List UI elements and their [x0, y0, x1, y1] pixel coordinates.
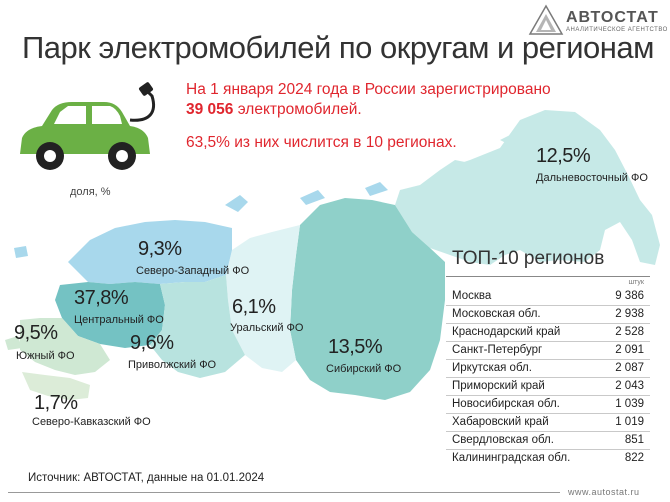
- district-name-ural: Уральский ФО: [230, 322, 304, 334]
- logo-name: АВТОСТАТ: [566, 9, 659, 26]
- region-value: 2 091: [615, 344, 644, 356]
- map-volga-district: [150, 275, 245, 378]
- table-row: Свердловская обл. 851: [446, 432, 650, 450]
- district-pct-north-west: 9,3%: [138, 238, 182, 260]
- page-title: Парк электромобилей по округам и региона…: [22, 30, 654, 65]
- district-name-far-east: Дальневосточный ФО: [536, 172, 648, 184]
- top10-table: штук Москва 9 386 Московская обл. 2 938 Кр…: [446, 276, 650, 464]
- region-value: 2 938: [615, 308, 644, 320]
- map-far-east-islands: [440, 130, 530, 172]
- district-pct-north-caucasus: 1,7%: [34, 392, 78, 414]
- footer-divider: [8, 492, 560, 493]
- table-row: Иркутская обл. 2 087: [446, 360, 650, 378]
- region-value: 9 386: [615, 290, 644, 302]
- region-value: 851: [624, 434, 644, 446]
- district-pct-ural: 6,1%: [232, 296, 276, 318]
- intro-text: На 1 января 2024 года в России зарегистр…: [186, 80, 551, 120]
- source-note: Источник: АВТОСТАТ, данные на 01.01.2024: [28, 472, 265, 484]
- table-row: Санкт-Петербург 2 091: [446, 342, 650, 360]
- district-name-north-west: Северо-Западный ФО: [136, 265, 250, 277]
- top10-share-text: 63,5% из них числится в 10 регионах.: [186, 134, 457, 151]
- electric-car-icon: [20, 82, 155, 170]
- map-kaliningrad: [14, 246, 28, 258]
- district-name-siberian: Сибирский ФО: [326, 363, 402, 375]
- region-name: Свердловская обл.: [452, 434, 554, 446]
- map-ural-district: [226, 225, 300, 372]
- table-row: Хабаровский край 1 019: [446, 414, 650, 432]
- map-north-west-district: [68, 220, 232, 284]
- table-row: Краснодарский край 2 528: [446, 324, 650, 342]
- share-unit-caption: доля, %: [70, 186, 111, 198]
- district-name-volga: Приволжский ФО: [128, 359, 217, 371]
- intro-line-2: 39 056 электромобилей.: [186, 100, 551, 120]
- table-row: Калининградская обл. 822: [446, 450, 650, 467]
- district-pct-siberian: 13,5%: [328, 336, 383, 358]
- region-name: Новосибирская обл.: [452, 398, 560, 410]
- region-value: 2 087: [615, 362, 644, 374]
- site-link[interactable]: www.autostat.ru: [568, 487, 640, 497]
- region-name: Хабаровский край: [452, 416, 549, 428]
- map-north-caucasus-district: [22, 372, 90, 400]
- region-value: 1 019: [615, 416, 644, 428]
- region-name: Московская обл.: [452, 308, 541, 320]
- district-name-south: Южный ФО: [16, 350, 75, 362]
- region-name: Иркутская обл.: [452, 362, 532, 374]
- map-south-district: [20, 318, 110, 375]
- logo-tagline: АНАЛИТИЧЕСКОЕ АГЕНТСТВО: [566, 27, 668, 33]
- map-central-district: [55, 282, 165, 348]
- intro-line-2-rest: электромобилей.: [233, 101, 362, 118]
- map-crimea: [5, 336, 22, 350]
- region-value: 2 043: [615, 380, 644, 392]
- district-pct-volga: 9,6%: [130, 332, 174, 354]
- region-value: 822: [624, 452, 644, 464]
- district-name-central: Центральный ФО: [74, 314, 164, 326]
- table-row: Московская обл. 2 938: [446, 306, 650, 324]
- region-value: 2 528: [615, 326, 644, 338]
- map-arctic-islands: [225, 182, 388, 212]
- map-far-east-district: [395, 110, 660, 265]
- district-name-north-caucasus: Северо-Кавказский ФО: [32, 416, 151, 428]
- region-value: 1 039: [615, 398, 644, 410]
- region-name: Приморский край: [452, 380, 545, 392]
- district-pct-south: 9,5%: [14, 322, 58, 344]
- district-pct-central: 37,8%: [74, 287, 129, 309]
- top10-unit: штук: [628, 279, 644, 286]
- region-name: Москва: [452, 290, 492, 302]
- region-name: Санкт-Петербург: [452, 344, 543, 356]
- top10-title: ТОП-10 регионов: [452, 248, 605, 269]
- total-count: 39 056: [186, 101, 234, 118]
- region-name: Краснодарский край: [452, 326, 561, 338]
- table-row: Приморский край 2 043: [446, 378, 650, 396]
- intro-line-1: На 1 января 2024 года в России зарегистр…: [186, 81, 551, 98]
- table-row: Новосибирская обл. 1 039: [446, 396, 650, 414]
- region-name: Калининградская обл.: [452, 452, 571, 464]
- table-row: Москва 9 386: [446, 288, 650, 306]
- map-siberian-district: [290, 198, 445, 400]
- autostat-logo-icon: [528, 4, 564, 35]
- district-pct-far-east: 12,5%: [536, 145, 591, 167]
